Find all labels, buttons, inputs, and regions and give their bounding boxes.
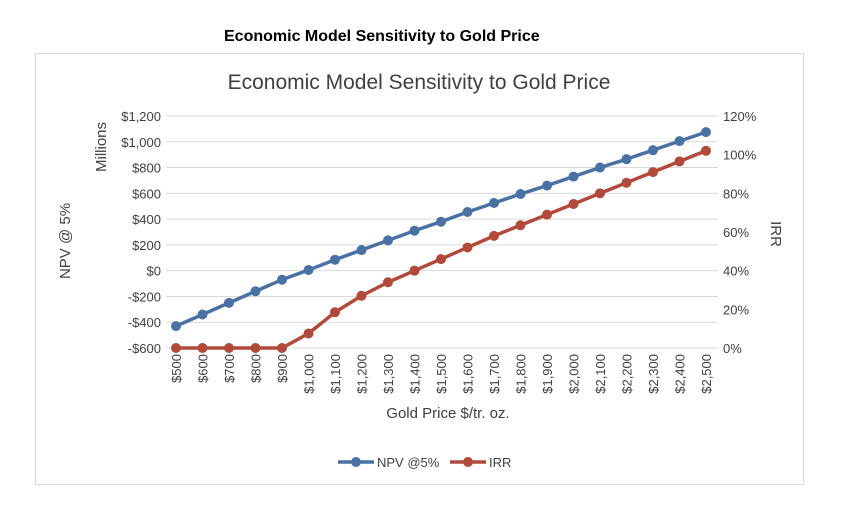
- x-tick-label: $2,400: [673, 354, 688, 394]
- data-point-npv: [621, 154, 632, 165]
- data-point-npv: [595, 162, 605, 173]
- y-tick-label: $1,000: [121, 135, 161, 150]
- data-point-irr: [462, 242, 473, 253]
- y-tick-label: -$400: [128, 315, 161, 330]
- x-tick-label: $1,500: [434, 354, 449, 394]
- data-point-irr: [489, 230, 499, 241]
- y-tick-label: -$600: [128, 341, 161, 356]
- data-point-npv: [303, 265, 314, 276]
- data-point-irr: [356, 290, 367, 301]
- y2-tick-label: 100%: [723, 148, 757, 163]
- chart-frame: Economic Model Sensitivity to Gold Price…: [35, 53, 804, 485]
- data-point-npv: [674, 136, 685, 147]
- x-tick-label: $500: [169, 354, 184, 383]
- data-point-irr: [224, 343, 234, 353]
- data-point-irr: [197, 343, 208, 353]
- series-layer: [171, 127, 711, 353]
- y-tick-label: $800: [132, 161, 161, 176]
- data-point-irr: [171, 343, 181, 353]
- legend-swatch-marker: [463, 457, 473, 467]
- x-tick-label: $1,000: [302, 354, 317, 394]
- x-tick-label: $2,500: [699, 354, 714, 394]
- y-tick-label: $600: [132, 186, 161, 201]
- x-axis-ticks: $500 $600 $700 $800 $900 $1,000 $1,100 $1,200 $1…: [169, 354, 714, 394]
- legend-label: IRR: [489, 455, 511, 470]
- data-point-npv: [462, 207, 473, 218]
- y-tick-label: $1,200: [121, 109, 161, 124]
- y-axis-ticks: -$600 -$400 -$200 $0 $200 $400 $600 $800 $1,000 $…: [121, 109, 161, 356]
- data-point-npv: [515, 188, 526, 199]
- page-caption: Economic Model Sensitivity to Gold Price: [224, 28, 540, 45]
- data-point-npv: [701, 127, 711, 138]
- data-point-irr: [515, 220, 526, 231]
- data-point-npv: [436, 216, 446, 227]
- y2-tick-label: 0%: [723, 341, 742, 356]
- y-tick-label: $200: [132, 238, 161, 253]
- data-point-irr: [303, 328, 314, 339]
- x-tick-label: $1,100: [328, 354, 343, 394]
- data-point-irr: [383, 277, 393, 288]
- data-point-irr: [674, 156, 685, 167]
- x-tick-label: $1,800: [514, 354, 529, 394]
- y2-tick-label: 60%: [723, 225, 749, 240]
- legend: NPV @5% IRR: [338, 455, 511, 470]
- y-axis-title: NPV @ 5%: [57, 203, 74, 279]
- chart-title: Economic Model Sensitivity to Gold Price: [228, 71, 611, 94]
- y-tick-label: -$200: [128, 289, 161, 304]
- y-axis-units-label: Millions: [93, 122, 110, 172]
- data-point-irr: [621, 177, 632, 188]
- x-tick-label: $800: [249, 354, 264, 383]
- x-tick-label: $600: [196, 354, 211, 383]
- x-tick-label: $2,100: [593, 354, 608, 394]
- y-tick-label: $0: [147, 264, 161, 279]
- gridlines: [166, 115, 718, 349]
- data-point-irr: [409, 265, 420, 276]
- x-tick-label: $1,600: [461, 354, 476, 394]
- y2-tick-label: 80%: [723, 186, 749, 201]
- y2-axis-title: IRR: [767, 221, 784, 247]
- x-tick-label: $900: [275, 354, 290, 383]
- data-point-npv: [277, 274, 287, 285]
- y-tick-label: $400: [132, 212, 161, 227]
- x-tick-label: $1,200: [355, 354, 370, 394]
- data-point-npv: [409, 225, 420, 236]
- x-tick-label: $1,400: [408, 354, 423, 394]
- data-point-npv: [489, 198, 499, 208]
- data-point-irr: [277, 343, 287, 353]
- data-point-irr: [595, 188, 605, 199]
- data-point-npv: [224, 297, 234, 308]
- legend-swatch-marker: [351, 457, 361, 467]
- data-point-irr: [648, 167, 658, 178]
- data-point-npv: [568, 171, 579, 182]
- y2-tick-label: 120%: [723, 109, 757, 124]
- x-tick-label: $2,000: [567, 354, 582, 394]
- data-point-npv: [197, 309, 208, 320]
- data-point-npv: [648, 145, 658, 156]
- x-tick-label: $2,300: [646, 354, 661, 394]
- x-tick-label: $1,900: [540, 354, 555, 394]
- data-point-irr: [250, 343, 261, 353]
- x-axis-title: Gold Price $/tr. oz.: [386, 405, 509, 422]
- data-point-npv: [383, 235, 393, 246]
- legend-label: NPV @5%: [377, 455, 440, 470]
- data-point-npv: [542, 180, 552, 191]
- data-point-npv: [356, 245, 367, 256]
- y2-tick-label: 40%: [723, 264, 749, 279]
- x-tick-label: $1,700: [487, 354, 502, 394]
- data-point-npv: [250, 286, 261, 297]
- data-point-npv: [330, 254, 340, 265]
- y2-tick-label: 20%: [723, 302, 749, 317]
- data-point-irr: [542, 209, 552, 220]
- data-point-irr: [330, 307, 340, 318]
- data-point-irr: [436, 254, 446, 265]
- x-tick-label: $2,200: [620, 354, 635, 394]
- data-point-npv: [171, 321, 181, 332]
- x-tick-label: $700: [222, 354, 237, 383]
- y2-axis-ticks: 0% 20% 40% 60% 80% 100% 120%: [723, 109, 757, 356]
- data-point-irr: [701, 145, 711, 156]
- chart-svg: Economic Model Sensitivity to Gold Price…: [57, 71, 784, 470]
- x-tick-label: $1,300: [381, 354, 396, 394]
- data-point-irr: [568, 198, 579, 209]
